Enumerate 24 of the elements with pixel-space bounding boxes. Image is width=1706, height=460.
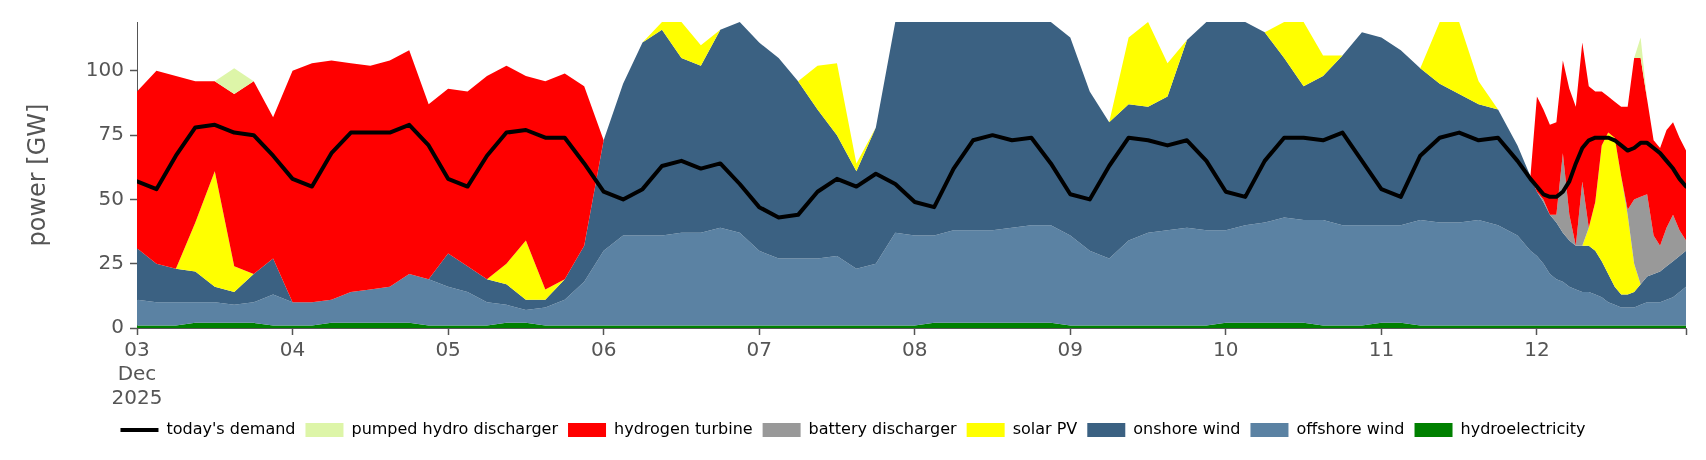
x-tick-label: 04 xyxy=(279,337,306,362)
x-tick-label: 08 xyxy=(902,337,928,362)
legend-label: onshore wind xyxy=(1133,419,1241,439)
legend-label: pumped hydro discharger xyxy=(351,419,559,439)
x-tick-label: 12 xyxy=(1524,337,1550,362)
y-axis-title: power [GW] xyxy=(22,103,51,247)
legend-label: hydroelectricity xyxy=(1460,419,1586,439)
x-tick-label: 10 xyxy=(1213,337,1239,362)
legend-label: solar PV xyxy=(1012,419,1078,439)
x-tick-label: 06 xyxy=(590,337,617,362)
x-tick-label: 07 xyxy=(746,337,772,362)
y-tick-label: 75 xyxy=(98,121,124,146)
y-tick-label: 25 xyxy=(98,249,124,274)
x-tick-label: 05 xyxy=(435,337,461,362)
legend-label: hydrogen turbine xyxy=(614,419,753,439)
y-tick-label: 0 xyxy=(111,314,124,339)
y-tick-label: 100 xyxy=(85,57,124,82)
x-tick-label: 03 Dec 2025 xyxy=(111,337,163,410)
x-tick-label: 11 xyxy=(1368,337,1395,362)
legend-label: today's demand xyxy=(166,419,296,439)
x-tick-label: 09 xyxy=(1057,337,1084,362)
y-tick-label: 50 xyxy=(98,185,124,210)
legend-label: offshore wind xyxy=(1296,419,1405,439)
legend-label: battery discharger xyxy=(808,419,958,439)
